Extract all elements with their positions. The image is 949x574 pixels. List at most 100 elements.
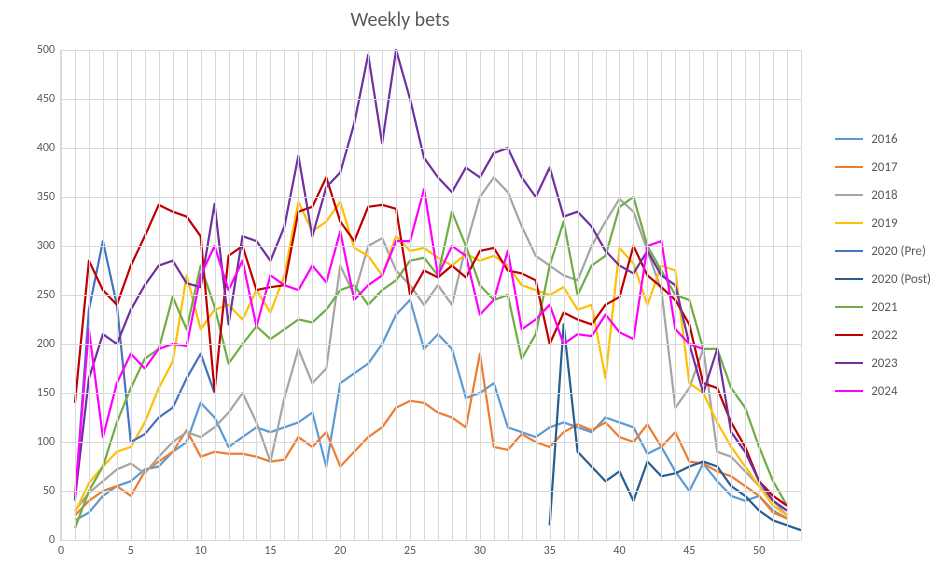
gridline-vertical [759, 50, 760, 540]
legend-swatch [835, 194, 863, 197]
y-axis-label: 500 [15, 43, 61, 57]
gridline-vertical [494, 50, 495, 540]
gridline-vertical [508, 50, 509, 540]
gridline-vertical [382, 50, 383, 540]
y-axis-label: 400 [15, 141, 61, 155]
legend: 2016 2017 2018 2019 2020 (Pre) 2020 (Post) 202… [835, 130, 931, 400]
gridline-vertical [466, 50, 467, 540]
gridline-vertical [661, 50, 662, 540]
gridline-vertical [117, 50, 118, 540]
gridline-vertical [536, 50, 537, 540]
x-axis-label: 35 [544, 540, 556, 558]
x-axis-label: 20 [334, 540, 346, 558]
legend-swatch [835, 334, 863, 337]
gridline-vertical [229, 50, 230, 540]
legend-swatch [835, 306, 863, 309]
gridline-vertical [103, 50, 104, 540]
legend-label: 2020 (Post) [871, 272, 931, 287]
legend-item-2018[interactable]: 2018 [835, 186, 931, 204]
plot-area: 0501001502002503003504004505000510152025… [60, 50, 801, 541]
gridline-vertical [731, 50, 732, 540]
gridline-vertical [480, 50, 481, 540]
legend-item-2021[interactable]: 2021 [835, 298, 931, 316]
gridline-vertical [787, 50, 788, 540]
gridline-vertical [368, 50, 369, 540]
legend-item-2020-pre-[interactable]: 2020 (Pre) [835, 242, 931, 260]
legend-swatch [835, 138, 863, 141]
gridline-vertical [438, 50, 439, 540]
gridline-vertical [564, 50, 565, 540]
gridline-vertical [675, 50, 676, 540]
legend-item-2016[interactable]: 2016 [835, 130, 931, 148]
gridline-vertical [173, 50, 174, 540]
legend-swatch [835, 250, 863, 253]
gridline-vertical [773, 50, 774, 540]
legend-label: 2019 [871, 216, 897, 231]
gridline-vertical [201, 50, 202, 540]
gridline-vertical [452, 50, 453, 540]
gridline-vertical [647, 50, 648, 540]
legend-item-2023[interactable]: 2023 [835, 354, 931, 372]
gridline-vertical [578, 50, 579, 540]
legend-item-2024[interactable]: 2024 [835, 382, 931, 400]
gridline-vertical [256, 50, 257, 540]
gridline-vertical [298, 50, 299, 540]
legend-label: 2024 [871, 384, 897, 399]
gridline-vertical [396, 50, 397, 540]
gridline-vertical [522, 50, 523, 540]
gridline-vertical [550, 50, 551, 540]
legend-label: 2016 [871, 132, 897, 147]
y-axis-label: 100 [15, 435, 61, 449]
legend-label: 2022 [871, 328, 897, 343]
legend-item-2022[interactable]: 2022 [835, 326, 931, 344]
x-axis-label: 5 [128, 540, 134, 558]
y-axis-label: 250 [15, 288, 61, 302]
gridline-vertical [340, 50, 341, 540]
x-axis-label: 50 [753, 540, 765, 558]
weekly-bets-chart: Weekly bets 0501001502002503003504004505… [0, 0, 949, 574]
gridline-vertical [717, 50, 718, 540]
y-axis-label: 50 [15, 484, 61, 498]
legend-item-2017[interactable]: 2017 [835, 158, 931, 176]
legend-swatch [835, 390, 863, 393]
legend-label: 2020 (Pre) [871, 244, 926, 259]
legend-label: 2023 [871, 356, 897, 371]
x-axis-label: 45 [683, 540, 695, 558]
gridline-vertical [89, 50, 90, 540]
gridline-vertical [606, 50, 607, 540]
gridline-vertical [689, 50, 690, 540]
gridline-vertical [159, 50, 160, 540]
y-axis-label: 350 [15, 190, 61, 204]
legend-item-2019[interactable]: 2019 [835, 214, 931, 232]
chart-title: Weekly bets [0, 8, 800, 32]
gridline-vertical [619, 50, 620, 540]
x-axis-label: 40 [613, 540, 625, 558]
x-axis-label: 0 [58, 540, 64, 558]
gridline-vertical [312, 50, 313, 540]
gridline-vertical [75, 50, 76, 540]
y-axis-label: 450 [15, 92, 61, 106]
legend-swatch [835, 166, 863, 169]
gridline-vertical [215, 50, 216, 540]
gridline-vertical [145, 50, 146, 540]
gridline-vertical [424, 50, 425, 540]
series-line-2019 [75, 202, 787, 516]
y-axis-label: 300 [15, 239, 61, 253]
x-axis-label: 15 [264, 540, 276, 558]
x-axis-label: 10 [195, 540, 207, 558]
gridline-vertical [801, 50, 802, 540]
y-axis-label: 0 [15, 533, 61, 547]
legend-item-2020-post-[interactable]: 2020 (Post) [835, 270, 931, 288]
gridline-vertical [284, 50, 285, 540]
gridline-vertical [187, 50, 188, 540]
gridline-vertical [270, 50, 271, 540]
legend-label: 2018 [871, 188, 897, 203]
gridline-vertical [131, 50, 132, 540]
gridline-vertical [633, 50, 634, 540]
gridline-vertical [703, 50, 704, 540]
gridline-vertical [592, 50, 593, 540]
gridline-vertical [61, 50, 62, 540]
gridline-vertical [745, 50, 746, 540]
legend-swatch [835, 222, 863, 225]
legend-swatch [835, 362, 863, 365]
